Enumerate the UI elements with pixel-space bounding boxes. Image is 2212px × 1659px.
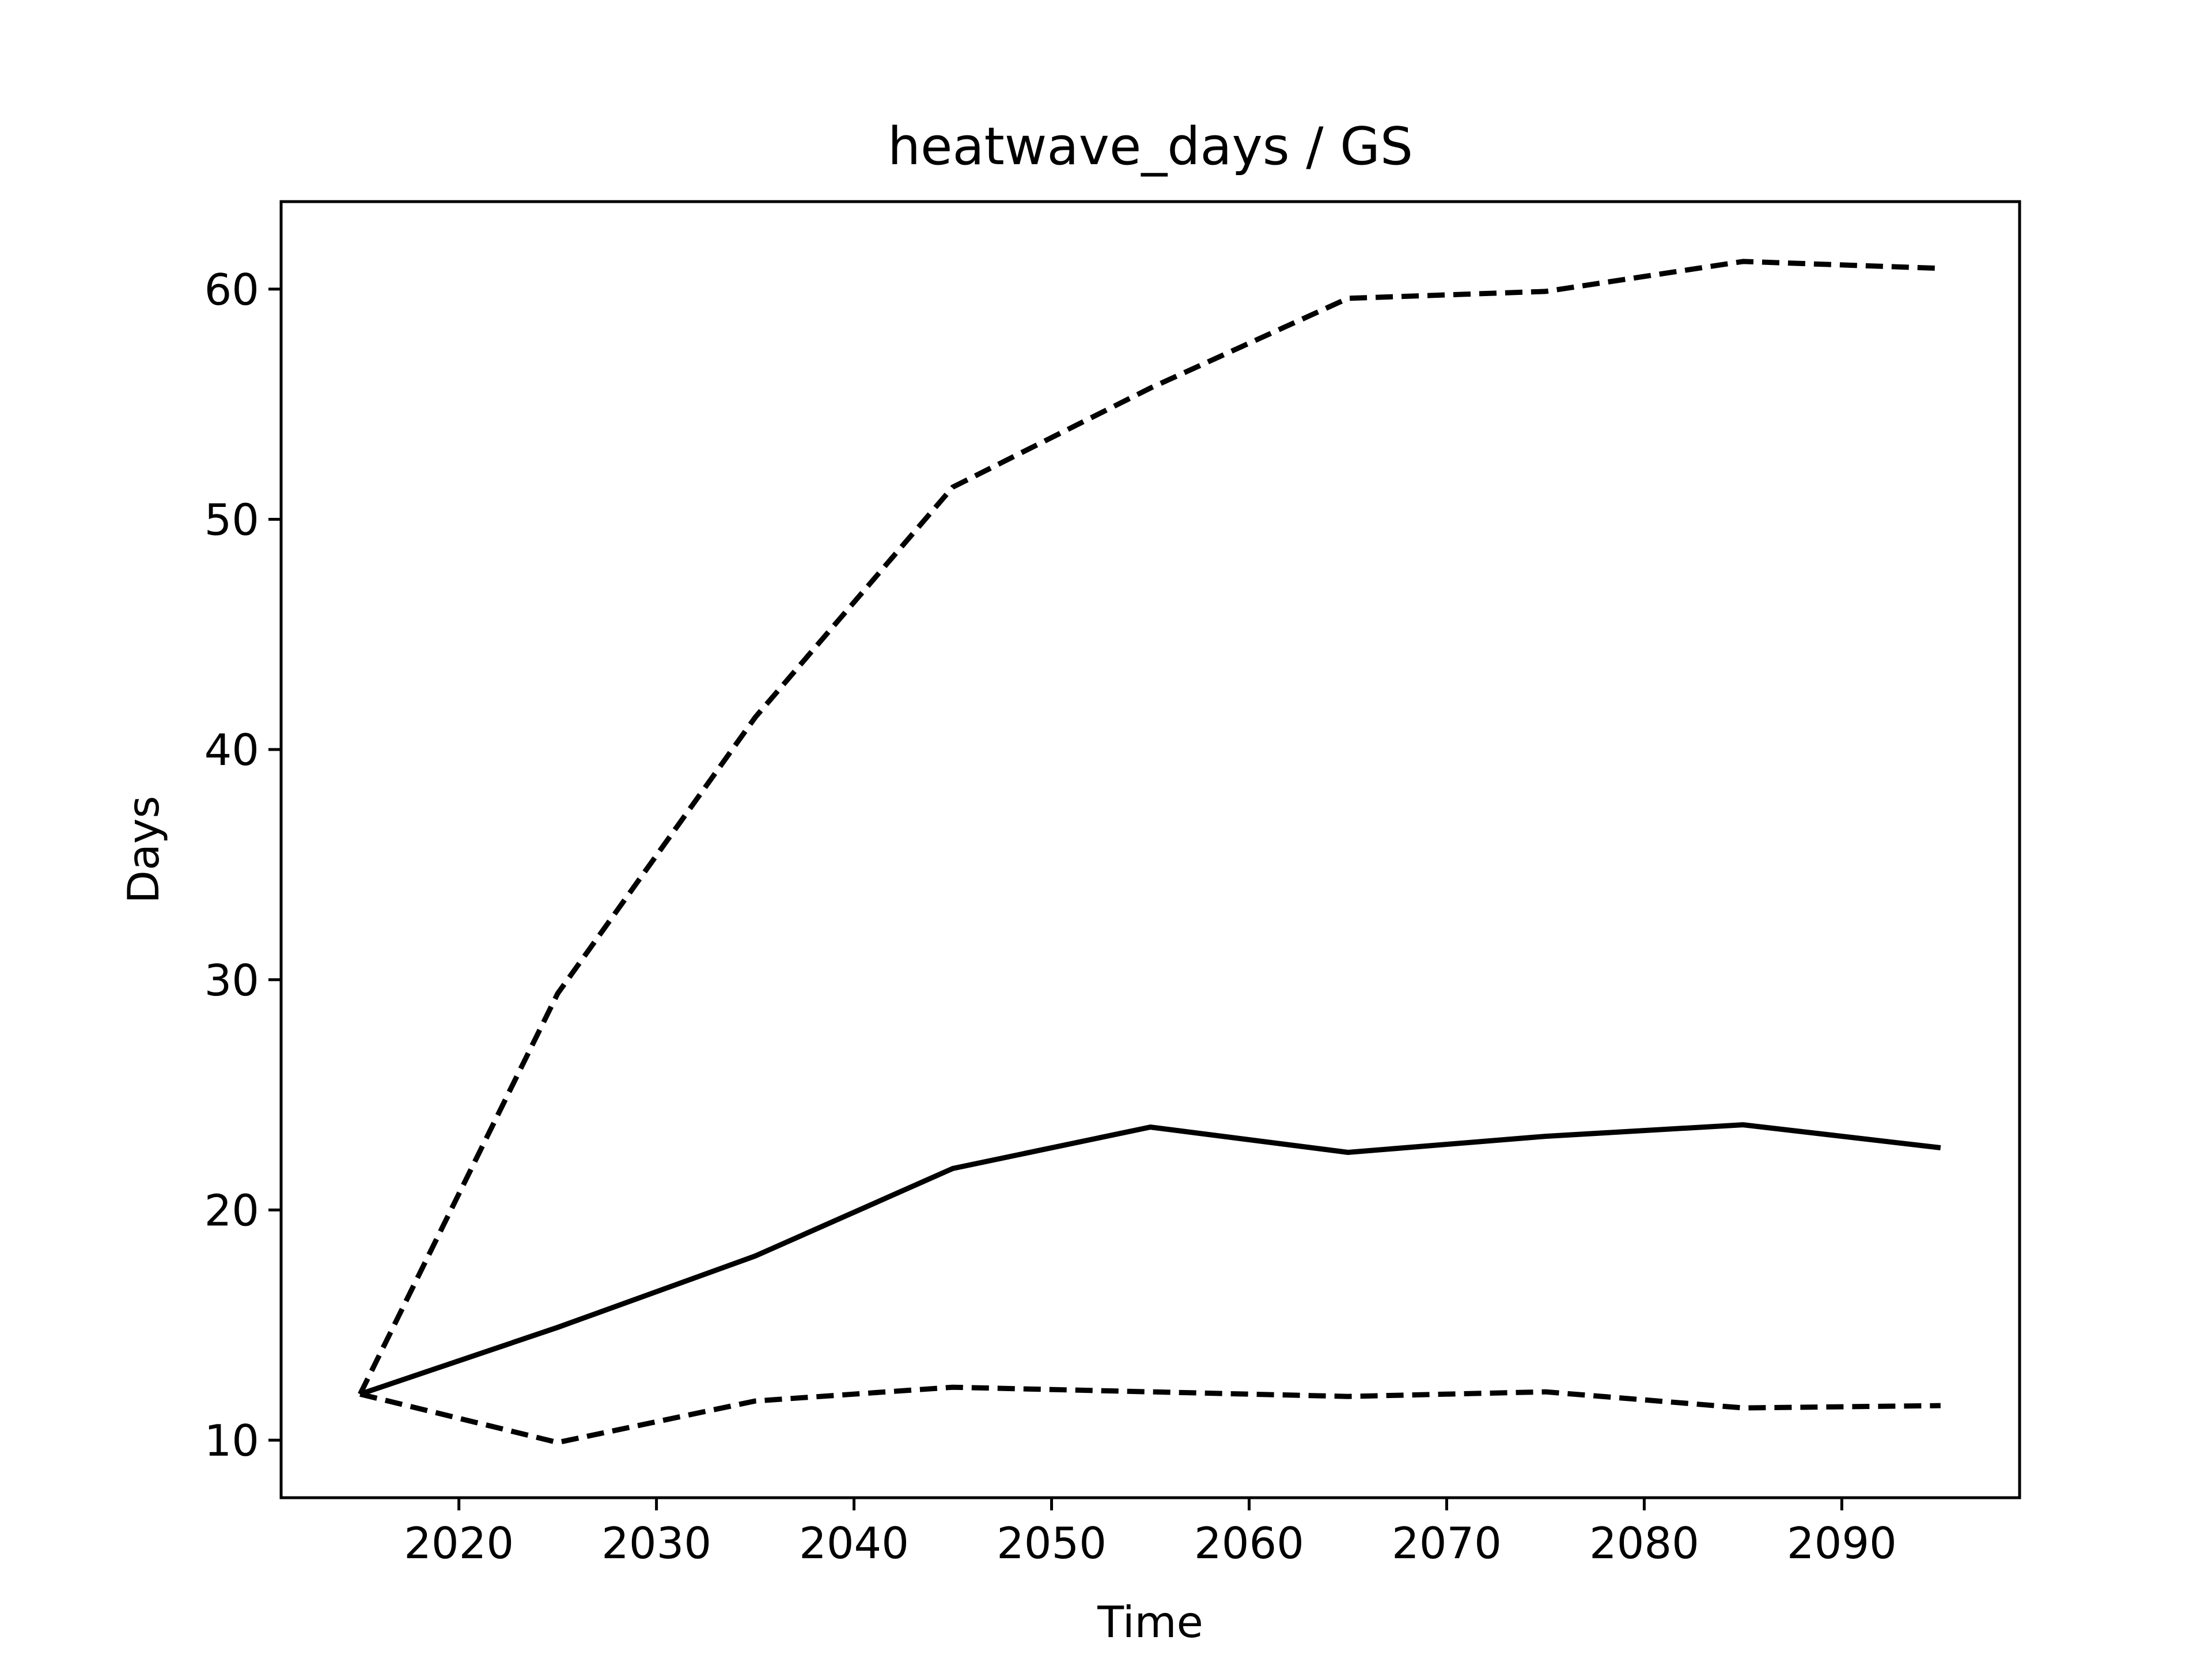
y-axis: 10 20 30 40 50 60 xyxy=(204,264,281,1466)
series-line-2 xyxy=(358,259,1941,1396)
x-tick-label: 2060 xyxy=(1194,1518,1304,1569)
y-tick-label: 60 xyxy=(204,264,259,315)
x-tick-label: 2040 xyxy=(799,1518,909,1569)
x-tick-label: 2080 xyxy=(1589,1518,1699,1569)
y-tick-label: 40 xyxy=(204,725,259,775)
y-tick-label: 50 xyxy=(204,495,259,546)
y-axis-label: Days xyxy=(118,796,169,903)
x-tick-label: 2020 xyxy=(404,1518,514,1569)
x-tick-label: 2070 xyxy=(1392,1518,1502,1569)
x-axis: 2020 2030 2040 2050 2060 2070 2080 2090 xyxy=(404,1498,1897,1569)
x-tick-label: 2050 xyxy=(997,1518,1107,1569)
series-line-1 xyxy=(359,1122,1941,1397)
x-tick-label: 2030 xyxy=(601,1518,711,1569)
y-tick-label: 30 xyxy=(204,955,259,1006)
series-line-3 xyxy=(359,1384,1941,1445)
chart-title: heatwave_days / GS xyxy=(888,116,1413,177)
y-tick-label: 20 xyxy=(204,1185,259,1236)
series-lines xyxy=(358,259,1941,1445)
x-tick-label: 2090 xyxy=(1787,1518,1897,1569)
x-axis-label: Time xyxy=(1097,1597,1203,1647)
y-tick-label: 10 xyxy=(204,1415,259,1466)
plot-frame xyxy=(279,200,2021,1499)
